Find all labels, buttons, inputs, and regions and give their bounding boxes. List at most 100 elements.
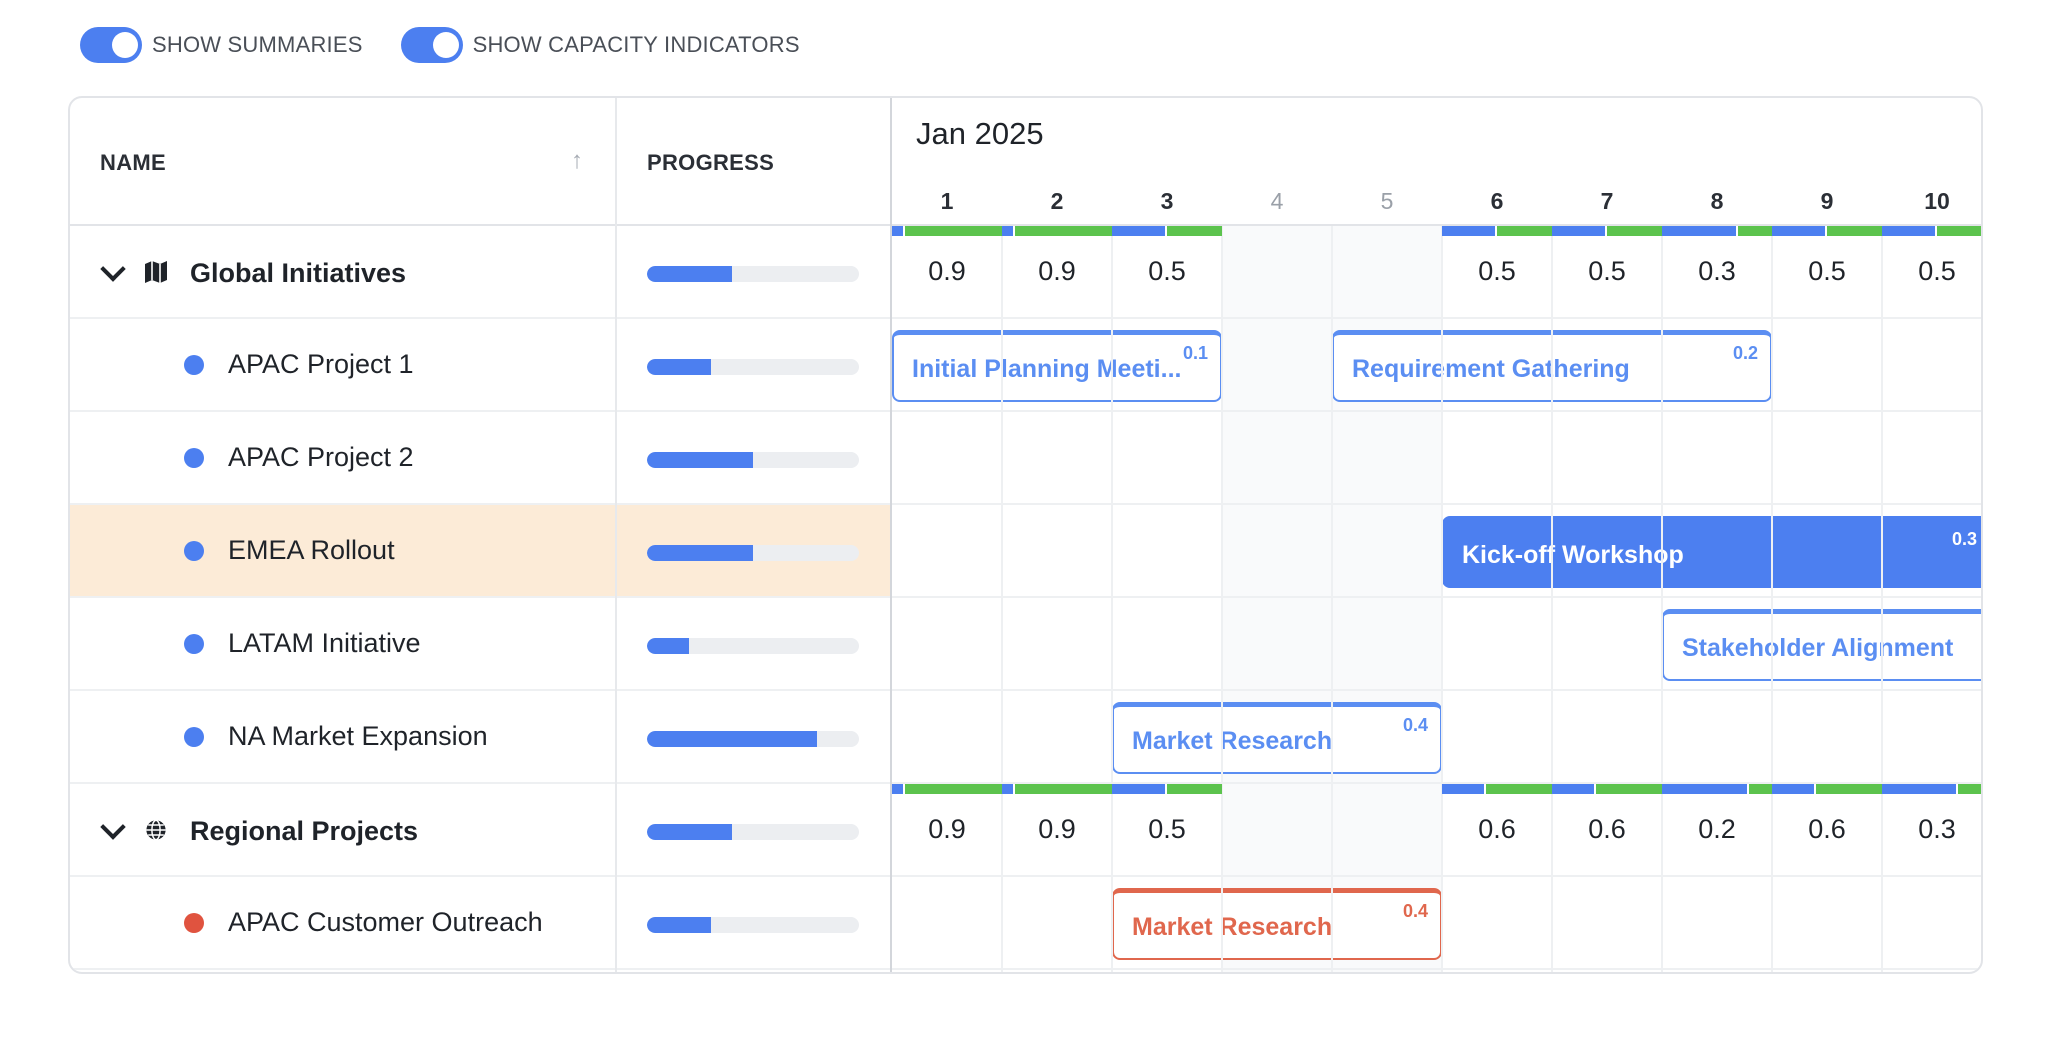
name-header-label: NAME — [100, 150, 166, 175]
task-name: EMEA Rollout — [228, 535, 395, 565]
summary-value: 0.5 — [1478, 256, 1516, 286]
progress-bar — [647, 452, 859, 468]
gantt-grid: NAME ↑ Global Initiatives APAC Project 1… — [68, 96, 1983, 974]
timeline-row — [892, 598, 1981, 691]
event-name: Market Research — [1132, 913, 1333, 941]
event-bar[interactable]: Market Research 0.4 — [1112, 888, 1442, 960]
status-dot — [184, 541, 204, 561]
name-column-header[interactable]: NAME ↑ — [70, 98, 615, 226]
event-name: Initial Planning Meeti... — [912, 355, 1182, 383]
day-gridline — [1331, 226, 1333, 972]
event-value: 0.3 — [1951, 529, 1977, 549]
weekend-shading — [1222, 226, 1332, 972]
summary-value: 0.5 — [1148, 814, 1186, 844]
day-label: 2 — [1050, 188, 1064, 214]
status-dot — [184, 913, 204, 933]
group-row-regional-projects[interactable]: Regional Projects — [70, 784, 615, 877]
chevron-down-icon[interactable] — [100, 260, 124, 284]
progress-cell — [617, 691, 890, 784]
task-row-emea-rollout[interactable]: EMEA Rollout — [70, 505, 615, 598]
timeline-column: Jan 2025 Initial Planning Meeti... 0.1 R… — [890, 98, 1981, 972]
capacity-indicator — [1442, 226, 1552, 236]
summary-value: 0.3 — [1698, 256, 1736, 286]
day-gridline — [1551, 226, 1553, 972]
task-row-na-market-expansion[interactable]: NA Market Expansion — [70, 691, 615, 784]
capacity-indicator — [1882, 226, 1981, 236]
summary-value: 0.5 — [1588, 256, 1626, 286]
day-label: 10 — [1924, 188, 1950, 214]
day-label: 5 — [1380, 188, 1394, 214]
progress-cell — [617, 226, 890, 319]
capacity-indicator — [1772, 784, 1882, 794]
show-capacity-indicators-toggle[interactable]: SHOW CAPACITY INDICATORS — [400, 27, 800, 63]
task-row-apac-project-1[interactable]: APAC Project 1 — [70, 319, 615, 412]
event-bar[interactable]: Kick-off Workshop 0.3 — [1442, 516, 1981, 588]
summary-value: 0.6 — [1808, 814, 1846, 844]
task-row-latam-initiative[interactable]: LATAM Initiative — [70, 598, 615, 691]
event-bar[interactable]: Initial Planning Meeti... 0.1 — [892, 330, 1222, 402]
event-value: 0.4 — [1402, 901, 1428, 921]
day-gridline — [1111, 226, 1113, 972]
progress-bar — [647, 638, 859, 654]
day-label: 9 — [1820, 188, 1834, 214]
capacity-indicator — [1662, 226, 1772, 236]
progress-bar — [647, 359, 859, 375]
task-name: LATAM Initiative — [228, 628, 421, 658]
day-gridline — [1221, 226, 1223, 972]
progress-bar — [647, 266, 859, 282]
capacity-indicator — [1112, 784, 1222, 794]
progress-column-header[interactable]: PROGRESS — [617, 98, 890, 226]
sort-ascending-icon[interactable]: ↑ — [571, 147, 583, 174]
task-name: APAC Project 2 — [228, 442, 414, 472]
capacity-indicator — [1112, 226, 1222, 236]
progress-header-label: PROGRESS — [647, 150, 775, 175]
timeline-row — [892, 877, 1981, 970]
capacity-indicator — [1442, 784, 1552, 794]
progress-bar — [647, 917, 859, 933]
group-row-global-initiatives[interactable]: Global Initiatives — [70, 226, 615, 319]
progress-cell — [617, 784, 890, 877]
toggle-switch[interactable] — [400, 27, 463, 63]
event-value: 0.2 — [1732, 343, 1758, 363]
task-row-apac-project-2[interactable]: APAC Project 2 — [70, 412, 615, 505]
event-name: Market Research — [1132, 727, 1333, 755]
show-summaries-toggle[interactable]: SHOW SUMMARIES — [80, 27, 363, 63]
toggle-label: SHOW CAPACITY INDICATORS — [472, 32, 800, 57]
summary-value: 0.9 — [1038, 256, 1076, 286]
progress-bar — [647, 824, 859, 840]
day-label: 3 — [1160, 188, 1174, 214]
task-row-apac-customer-outreach[interactable]: APAC Customer Outreach — [70, 877, 615, 970]
toggle-switch[interactable] — [80, 27, 142, 63]
capacity-indicator — [1002, 784, 1112, 794]
event-value: 0.1 — [1182, 343, 1208, 363]
summary-value: 0.2 — [1698, 814, 1736, 844]
status-dot — [184, 355, 204, 375]
status-dot — [184, 448, 204, 468]
progress-cell — [617, 505, 890, 598]
capacity-indicator — [1552, 784, 1662, 794]
event-bar[interactable]: Stakeholder Alignment — [1662, 609, 1981, 681]
progress-cell — [617, 877, 890, 970]
progress-cell — [617, 412, 890, 505]
status-dot — [184, 727, 204, 747]
chevron-down-icon[interactable] — [100, 818, 124, 842]
month-label: Jan 2025 — [916, 116, 1044, 151]
task-name: APAC Project 1 — [228, 349, 414, 379]
summary-value: 0.6 — [1478, 814, 1516, 844]
day-label: 8 — [1710, 188, 1724, 214]
summary-value: 0.9 — [928, 256, 966, 286]
toolbar: SHOW SUMMARIES SHOW CAPACITY INDICATORS — [80, 26, 838, 64]
timeline-row — [892, 412, 1981, 505]
summary-value: 0.5 — [1918, 256, 1956, 286]
progress-cell — [617, 598, 890, 691]
day-gridline — [1441, 226, 1443, 972]
capacity-indicator — [1662, 784, 1772, 794]
progress-bar — [647, 545, 859, 561]
day-gridline — [1771, 226, 1773, 972]
event-bar[interactable]: Market Research 0.4 — [1112, 702, 1442, 774]
day-label: 4 — [1270, 188, 1284, 214]
timeline-row — [892, 505, 1981, 598]
summary-value: 0.6 — [1588, 814, 1626, 844]
capacity-indicator — [1772, 226, 1882, 236]
group-name: Global Initiatives — [190, 258, 407, 288]
